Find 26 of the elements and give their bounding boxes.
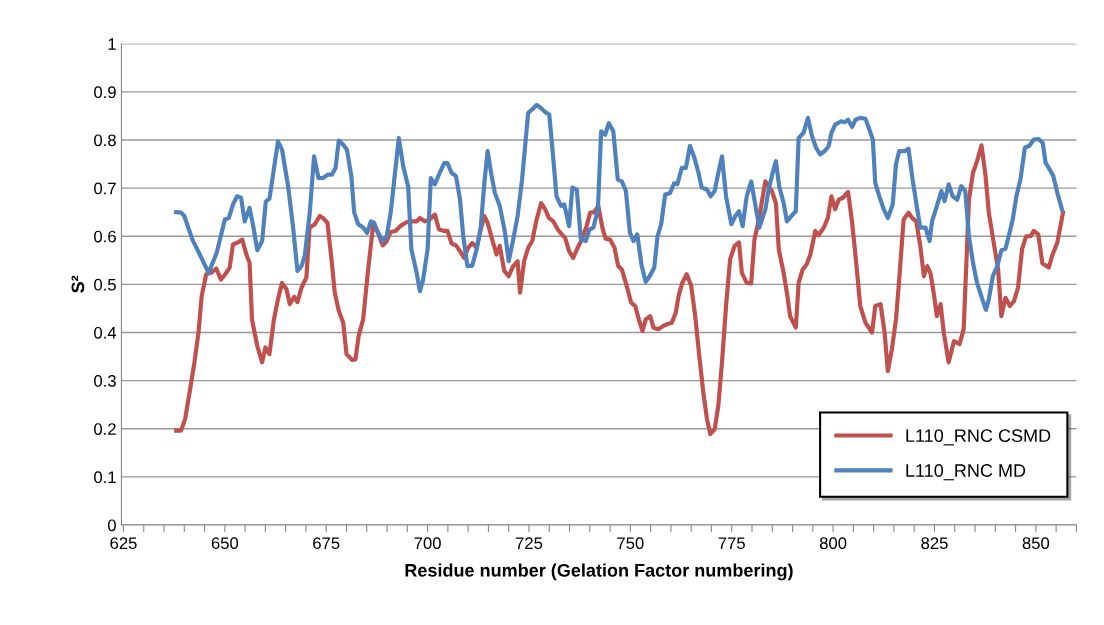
x-tick-label: 750 xyxy=(617,537,644,550)
x-tick-label: 650 xyxy=(211,537,239,550)
legend-label: L110_RNC CSMD xyxy=(906,429,1051,446)
x-tick-label: 625 xyxy=(110,537,137,550)
y-tick-label: 0.4 xyxy=(94,326,117,339)
y-tick-label: 0.1 xyxy=(94,471,116,484)
x-tick-label: 800 xyxy=(819,537,847,550)
legend-label: L110_RNC MD xyxy=(906,464,1026,481)
x-tick-label: 850 xyxy=(1022,537,1050,550)
y-axis-title: S² xyxy=(71,275,85,293)
y-tick-label: 0.7 xyxy=(94,182,116,195)
x-tick-label: 775 xyxy=(718,537,745,550)
line-series xyxy=(174,102,1065,312)
x-tick-label: 700 xyxy=(414,537,441,550)
y-tick-label: 0.8 xyxy=(94,134,116,147)
y-tick-label: 0.9 xyxy=(94,86,116,99)
y-tick-label: 0 xyxy=(107,519,116,532)
x-tick-label: 675 xyxy=(313,537,340,550)
y-tick-label: 1 xyxy=(108,38,116,50)
x-tick-label: 725 xyxy=(515,537,543,550)
y-tick-label: 0.6 xyxy=(94,230,116,243)
x-tick-label: 825 xyxy=(921,537,948,550)
x-axis-title: Residue number (Gelation Factor numbering) xyxy=(405,563,793,581)
y-tick-label: 0.2 xyxy=(94,423,116,435)
y-tick-label: 0.3 xyxy=(94,375,116,387)
y-tick-label: 0.5 xyxy=(94,278,116,291)
